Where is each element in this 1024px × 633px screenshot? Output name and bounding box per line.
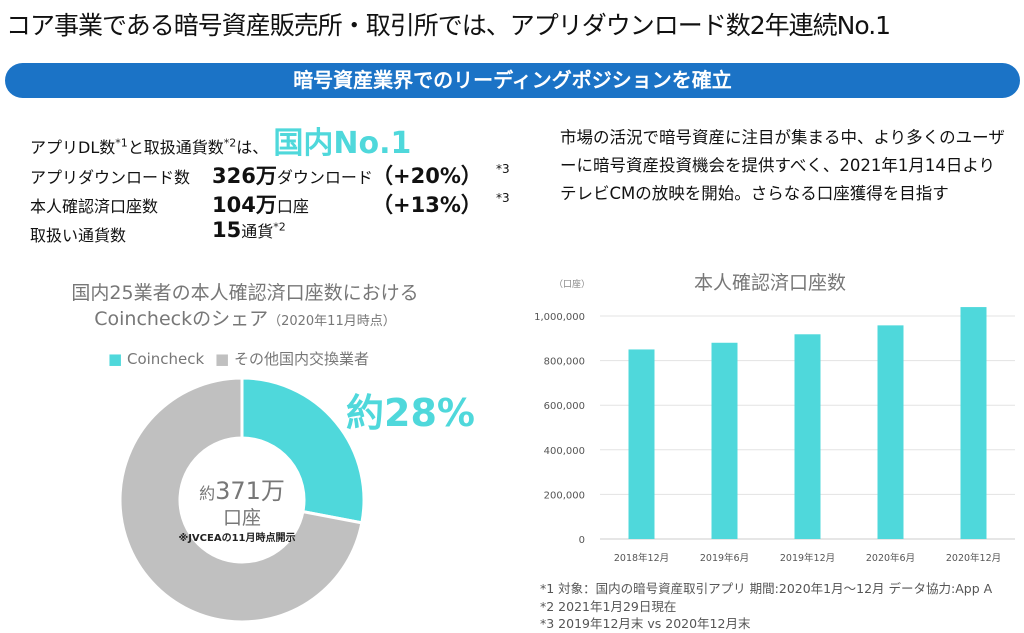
y-tick-label: 1,000,000: [534, 312, 585, 323]
donut-title: 国内25業者の本人確認済口座数における: [71, 282, 419, 304]
bar: [711, 342, 738, 539]
kpi-value-row: 104万口座: [212, 189, 309, 219]
share-annotation: 約28%: [346, 391, 475, 435]
kpi-value: 15: [212, 218, 242, 242]
kpi-note: *2: [273, 220, 286, 234]
kpi-change: （+13%）: [372, 193, 482, 217]
section-banner: 暗号資産業界でのリーディングポジションを確立: [5, 63, 1020, 98]
y-tick-label: 800,000: [544, 357, 585, 368]
x-tick-label: 2020年6月: [866, 552, 915, 564]
kpi-unit: ダウンロード: [276, 168, 373, 187]
donut-slice-coincheck: [240, 376, 366, 525]
bar-chart: 本人確認済口座数 （口座） 0 200,000 400,000 600,000 800,00…: [534, 272, 1015, 564]
bar: [960, 307, 987, 539]
donut-subtitle: Coincheckのシェア（2020年11月時点）: [40, 304, 450, 331]
headline-prefix: アプリDL数: [30, 138, 116, 157]
donut-subtitle-note: （2020年11月時点）: [268, 314, 396, 329]
kpi-note: *3: [496, 162, 510, 176]
footnote-ref: *1: [115, 136, 128, 150]
footnote-2: *2 2021年1月29日現在: [540, 599, 677, 614]
legend-label-others: その他国内交換業者: [233, 350, 369, 368]
footnote-3: *3 2019年12月末 vs 2020年12月末: [540, 616, 751, 631]
footnote-1: *1 対象：国内の暗号資産取引アプリ 期間:2020年1月～12月 データ協力:…: [540, 581, 993, 596]
legend-swatch-coincheck: ■: [108, 350, 123, 368]
kpi-unit: 口座: [276, 197, 309, 216]
center-unit: 口座: [222, 507, 261, 529]
y-tick-label: 200,000: [544, 490, 585, 501]
donut-center-label: 約371万 口座 ※JVCEAの11月時点開示: [178, 477, 304, 544]
description-paragraph: 市場の活況で暗号資産に注目が集まる中、より多くのユーザーに暗号資産投資機会を提供…: [560, 128, 1005, 203]
donut-slice-others: [118, 376, 364, 624]
kpi-value-row: 326万ダウンロード: [212, 160, 373, 190]
kpi-label: 本人確認済口座数: [30, 197, 159, 216]
center-note: ※JVCEAの11月時点開示: [178, 533, 296, 544]
bar: [794, 334, 821, 539]
kpi-value: 104万: [212, 193, 277, 217]
donut-chart: [118, 376, 366, 624]
headline-suffix: は、: [236, 138, 269, 157]
x-tick-label: 2020年12月: [946, 552, 1001, 564]
x-tick-label: 2019年6月: [700, 552, 749, 564]
bar: [628, 349, 655, 539]
y-tick-label: 400,000: [544, 446, 585, 457]
bar: [877, 325, 904, 539]
y-tick-label: 600,000: [544, 401, 585, 412]
x-tick-label: 2019年12月: [780, 552, 835, 564]
kpi-change: （+20%）: [372, 164, 482, 188]
headline-mid: と取扱通貨数: [127, 138, 224, 157]
kpi-note: *3: [496, 191, 510, 205]
center-prefix: 約: [199, 484, 216, 503]
donut-legend: ■ Coincheck ■ その他国内交換業者: [108, 348, 369, 369]
legend-label-coincheck: Coincheck: [126, 350, 205, 368]
y-axis-label: （口座）: [554, 278, 590, 290]
kpi-unit: 通貨: [241, 222, 274, 241]
footnote-ref: *2: [223, 136, 237, 150]
center-value: 371万: [215, 477, 285, 505]
kpi-label: アプリダウンロード数: [30, 168, 191, 187]
kpi-headline: アプリDL数*1と取扱通貨数*2は、 国内No.1: [30, 118, 411, 162]
headline-highlight: 国内No.1: [273, 126, 412, 161]
slide-title: コア事業である暗号資産販売所・取引所では、アプリダウンロード数2年連続No.1: [6, 11, 891, 40]
donut-subtitle-main: Coincheckのシェア: [94, 308, 269, 330]
bar-chart-title: 本人確認済口座数: [694, 272, 846, 294]
kpi-value-row: 15通貨*2: [212, 218, 286, 242]
x-tick-label: 2018年12月: [614, 552, 669, 564]
kpi-label: 取扱い通貨数: [30, 226, 127, 245]
legend-swatch-others: ■: [215, 350, 230, 368]
y-tick-label: 0: [579, 535, 585, 546]
kpi-value: 326万: [212, 164, 277, 188]
